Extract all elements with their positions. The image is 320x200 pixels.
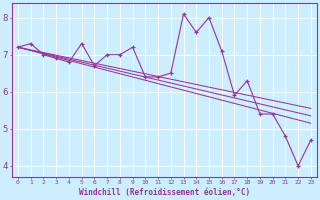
- X-axis label: Windchill (Refroidissement éolien,°C): Windchill (Refroidissement éolien,°C): [79, 188, 250, 197]
